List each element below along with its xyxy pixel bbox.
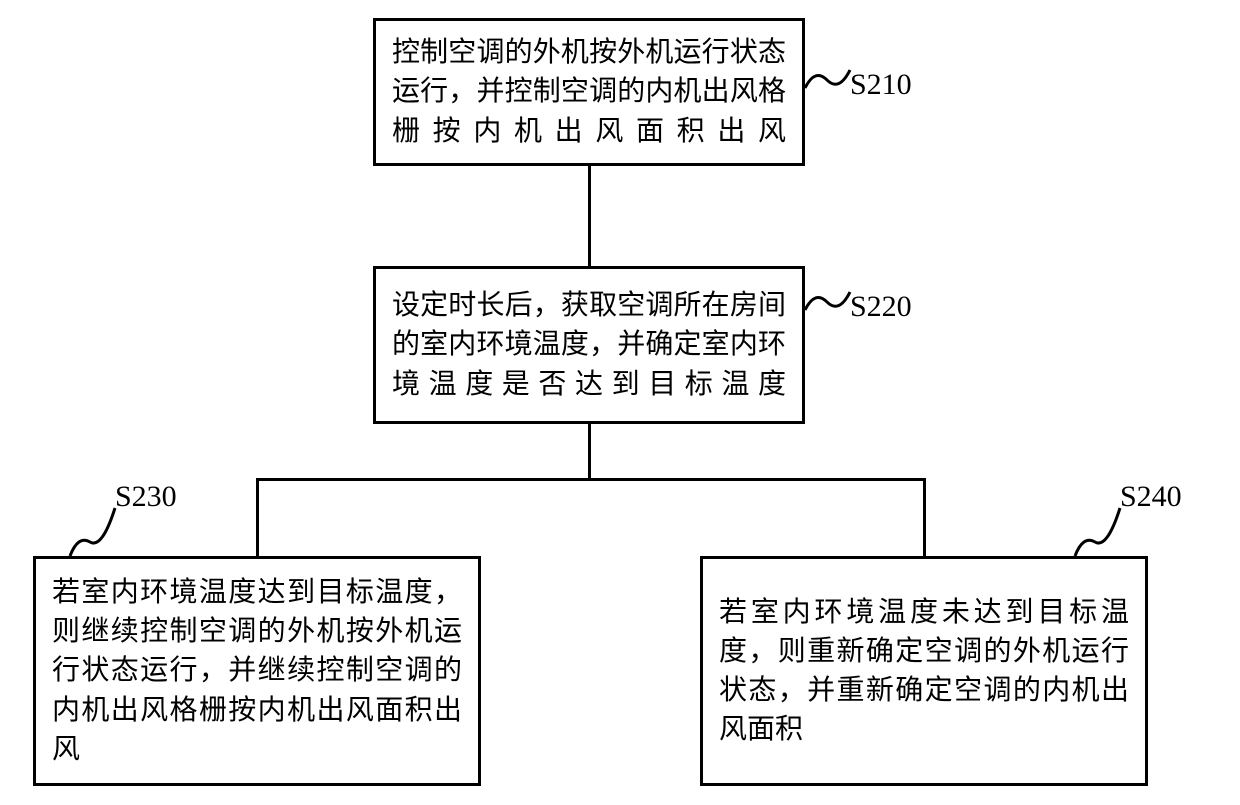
node-s230: 若室内环境温度达到目标温度，则继续控制空调的外机按外机运行状态运行，并继续控制空… (33, 556, 481, 786)
label-s240: S240 (1120, 480, 1182, 514)
edge-to-s230 (256, 478, 259, 556)
node-s210-text: 控制空调的外机按外机运行状态运行，并控制空调的内机出风格栅按内机出风面积出风 (392, 33, 786, 151)
label-s230: S230 (115, 480, 177, 514)
label-s210: S210 (850, 68, 912, 102)
label-s220: S220 (850, 290, 912, 324)
squiggle-s220 (805, 280, 853, 320)
node-s220: 设定时长后，获取空调所在房间的室内环境温度，并确定室内环境温度是否达到目标温度 (373, 266, 805, 424)
edge-to-s240 (923, 478, 926, 556)
node-s240-text: 若室内环境温度未达到目标温度，则重新确定空调的外机运行状态，并重新确定空调的内机… (719, 593, 1129, 750)
squiggle-s240 (1065, 500, 1125, 560)
node-s210: 控制空调的外机按外机运行状态运行，并控制空调的内机出风格栅按内机出风面积出风 (373, 18, 805, 166)
flowchart-container: 控制空调的外机按外机运行状态运行，并控制空调的内机出风格栅按内机出风面积出风 S… (0, 0, 1240, 805)
squiggle-s210 (805, 58, 853, 98)
edge-s210-s220 (588, 166, 591, 266)
edge-s220-down (588, 424, 591, 480)
node-s230-text: 若室内环境温度达到目标温度，则继续控制空调的外机按外机运行状态运行，并继续控制空… (52, 573, 462, 769)
node-s240: 若室内环境温度未达到目标温度，则重新确定空调的外机运行状态，并重新确定空调的内机… (700, 556, 1148, 786)
edge-branch-horizontal (256, 478, 926, 481)
node-s220-text: 设定时长后，获取空调所在房间的室内环境温度，并确定室内环境温度是否达到目标温度 (392, 286, 786, 404)
squiggle-s230 (60, 500, 120, 560)
